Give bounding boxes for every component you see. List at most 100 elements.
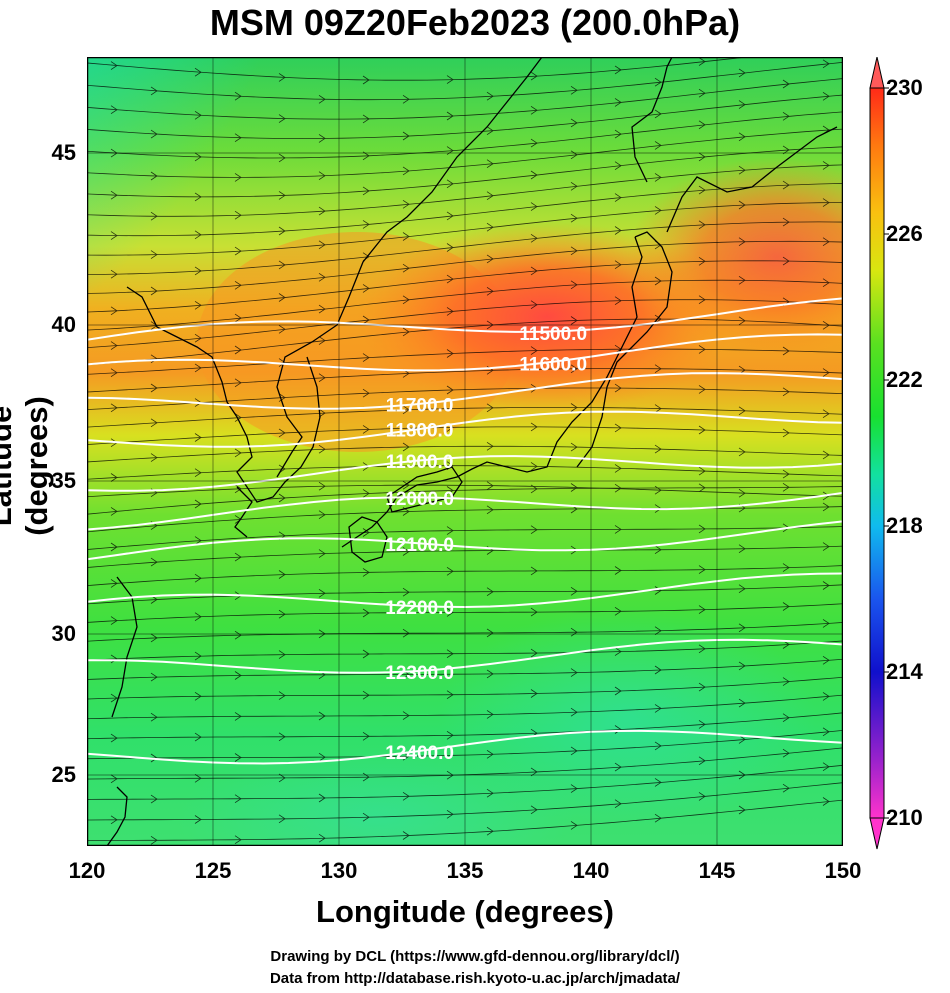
wind-arrowhead bbox=[194, 300, 202, 310]
wind-arrowhead bbox=[614, 725, 622, 734]
wind-arrowhead bbox=[614, 483, 622, 493]
wind-arrowhead bbox=[822, 237, 830, 247]
wind-arrowhead bbox=[362, 425, 370, 434]
colorbar-tick-label: 230 bbox=[886, 75, 923, 100]
wind-arrowhead bbox=[698, 756, 706, 766]
wind-arrowhead bbox=[362, 568, 370, 577]
wind-arrowhead bbox=[530, 767, 538, 777]
wind-arrowhead bbox=[698, 483, 706, 493]
wind-arrowhead bbox=[614, 161, 622, 171]
wind-arrowhead bbox=[614, 566, 622, 575]
wind-arrowhead bbox=[654, 173, 662, 182]
wind-arrowhead bbox=[194, 536, 202, 545]
wind-arrowhead bbox=[698, 345, 706, 354]
wind-arrowhead bbox=[278, 493, 286, 503]
wind-arrowhead bbox=[362, 690, 370, 700]
wind-arrowhead bbox=[698, 57, 706, 66]
wind-arrowhead bbox=[530, 202, 538, 211]
contour-label: 12300.0 bbox=[385, 663, 454, 684]
wind-arrowhead bbox=[486, 628, 494, 638]
wind-arrowhead bbox=[614, 686, 622, 696]
wind-arrowhead bbox=[822, 161, 830, 170]
wind-arrowhead bbox=[278, 260, 286, 270]
wind-arrowhead bbox=[318, 134, 326, 143]
streamline bbox=[87, 299, 843, 349]
wind-arrowhead bbox=[402, 327, 410, 337]
wind-arrowhead bbox=[150, 418, 158, 428]
wind-arrowhead bbox=[318, 549, 326, 558]
wind-arrowhead bbox=[738, 544, 746, 554]
wind-arrowhead bbox=[530, 71, 538, 81]
wind-arrowhead bbox=[654, 206, 662, 215]
contour-label: 11500.0 bbox=[519, 324, 587, 345]
wind-arrowhead bbox=[110, 306, 118, 316]
wind-arrowhead bbox=[738, 275, 746, 285]
wind-arrowhead bbox=[150, 86, 158, 96]
wind-arrowhead bbox=[318, 304, 326, 314]
wind-arrowhead bbox=[738, 100, 746, 109]
wind-arrowhead bbox=[782, 748, 790, 758]
wind-arrowhead bbox=[822, 450, 830, 460]
streamline bbox=[87, 782, 843, 821]
wind-arrowhead bbox=[654, 109, 662, 119]
wind-arrowhead bbox=[738, 165, 746, 175]
streamline bbox=[87, 676, 843, 700]
contour-label: 12400.0 bbox=[385, 743, 454, 764]
wind-arrowhead bbox=[194, 773, 202, 783]
wind-arrowhead bbox=[318, 373, 326, 383]
wind-arrowhead bbox=[486, 481, 494, 491]
wind-arrowhead bbox=[402, 232, 410, 241]
wind-arrowhead bbox=[486, 159, 494, 169]
wind-arrowhead bbox=[738, 200, 746, 210]
colorbar-tick-label: 222 bbox=[886, 367, 923, 392]
wind-arrowhead bbox=[738, 488, 746, 498]
wind-arrowhead bbox=[234, 413, 242, 422]
wind-arrowhead bbox=[698, 682, 706, 692]
wind-arrowhead bbox=[486, 749, 494, 759]
wind-arrowhead bbox=[738, 132, 746, 142]
wind-arrowhead bbox=[318, 336, 326, 345]
wind-arrowhead bbox=[570, 442, 578, 452]
streamline bbox=[87, 658, 843, 680]
wind-arrowhead bbox=[654, 626, 662, 636]
wind-arrowhead bbox=[486, 441, 494, 451]
wind-arrowhead bbox=[570, 118, 578, 128]
wind-arrowhead bbox=[234, 552, 242, 562]
wind-arrowhead bbox=[654, 444, 662, 454]
wind-arrowhead bbox=[234, 345, 242, 355]
wind-arrowhead bbox=[654, 665, 662, 675]
wind-arrowhead bbox=[402, 480, 410, 490]
wind-arrowhead bbox=[486, 91, 494, 101]
wind-arrowhead bbox=[318, 206, 326, 216]
wind-arrowhead bbox=[570, 746, 578, 756]
wind-arrowhead bbox=[782, 469, 790, 479]
streamline bbox=[87, 57, 750, 81]
wind-arrowhead bbox=[278, 191, 286, 200]
streamline bbox=[87, 61, 843, 101]
wind-arrowhead bbox=[110, 341, 118, 350]
wind-arrowhead bbox=[110, 616, 118, 625]
wind-arrowhead bbox=[110, 579, 118, 588]
wind-arrowhead bbox=[614, 296, 622, 306]
wind-arrowhead bbox=[194, 152, 202, 162]
wind-arrowhead bbox=[530, 689, 538, 698]
wind-arrowhead bbox=[110, 190, 118, 200]
wind-arrowhead bbox=[194, 433, 202, 442]
wind-arrowhead bbox=[234, 794, 242, 804]
wind-arrowhead bbox=[446, 649, 454, 659]
streamline bbox=[87, 240, 843, 294]
wind-arrowhead bbox=[362, 731, 370, 741]
data-credit: Data from http://database.rish.kyoto-u.a… bbox=[269, 970, 681, 987]
wind-arrowhead bbox=[614, 260, 622, 270]
wind-arrowhead bbox=[234, 210, 242, 220]
wind-arrowhead bbox=[738, 698, 746, 708]
wind-streamlines bbox=[87, 57, 843, 845]
streamline bbox=[87, 260, 843, 313]
wind-arrowhead bbox=[446, 111, 454, 121]
streamline bbox=[87, 622, 843, 642]
wind-arrowhead bbox=[486, 587, 494, 597]
wind-arrowhead bbox=[402, 711, 410, 720]
wind-arrowhead bbox=[402, 628, 410, 638]
streamline bbox=[87, 183, 843, 237]
wind-arrowhead bbox=[150, 753, 158, 763]
